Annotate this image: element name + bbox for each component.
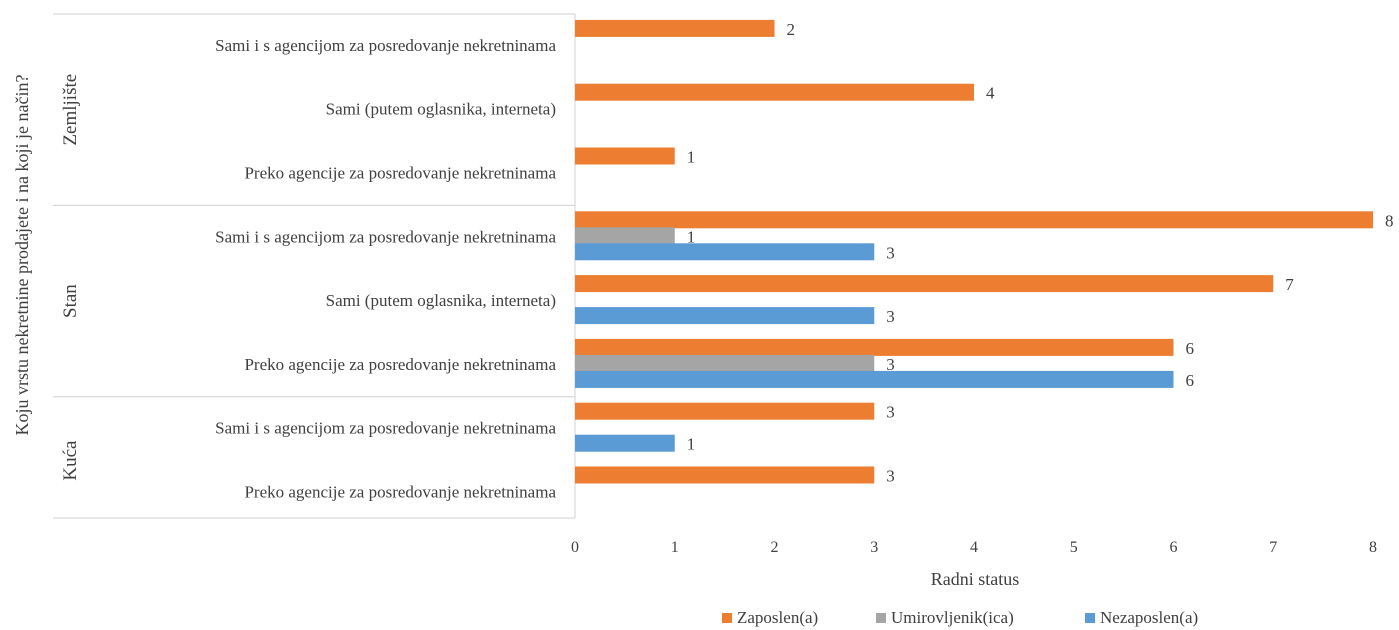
bar <box>575 307 875 325</box>
category-label: Preko agencije za posredovanje nekretnin… <box>244 483 556 502</box>
legend-swatch <box>722 613 732 623</box>
category-label: Preko agencije za posredovanje nekretnin… <box>244 355 556 374</box>
legend-item: Zaposlen(a) <box>722 608 818 627</box>
legend-item: Nezaposlen(a) <box>1085 608 1198 627</box>
bar <box>575 370 1174 388</box>
data-label: 3 <box>886 307 895 326</box>
bar <box>575 19 775 37</box>
bar <box>575 338 1174 356</box>
bar <box>575 275 1274 293</box>
legend-label: Umirovljenik(ica) <box>891 608 1014 627</box>
y-axis-title: Koju vrstu nekretnine prodajete i na koj… <box>12 75 32 436</box>
legend-label: Nezaposlen(a) <box>1100 608 1198 627</box>
data-label: 3 <box>886 355 895 374</box>
bar <box>575 434 675 452</box>
bar <box>575 354 875 372</box>
x-tick-label: 3 <box>870 539 878 556</box>
category-label: Sami (putem oglasnika, interneta) <box>326 100 556 119</box>
category-labels: Sami i s agencijom za posredovanje nekre… <box>215 36 556 502</box>
data-label: 4 <box>986 84 995 103</box>
data-label: 6 <box>1186 371 1195 390</box>
group-labels: Zemljište Stan Kuća <box>60 74 81 481</box>
category-frame <box>53 13 576 519</box>
bars <box>575 19 1373 484</box>
bar <box>575 211 1373 229</box>
bar <box>575 402 875 420</box>
category-label: Preko agencije za posredovanje nekretnin… <box>244 164 556 183</box>
bar <box>575 227 675 245</box>
legend: Zaposlen(a) Umirovljenik(ica) Nezaposlen(a… <box>722 608 1198 627</box>
data-label: 1 <box>687 435 696 454</box>
legend-item: Umirovljenik(ica) <box>876 608 1014 627</box>
x-tick-label: 6 <box>1170 539 1178 556</box>
x-axis-ticks: 0 1 2 3 4 5 6 7 8 <box>571 539 1377 556</box>
legend-swatch <box>876 613 886 623</box>
data-label: 7 <box>1285 275 1294 294</box>
category-label: Sami i s agencijom za posredovanje nekre… <box>215 419 556 438</box>
data-label: 3 <box>886 403 895 422</box>
x-tick-label: 1 <box>671 539 679 556</box>
x-tick-label: 4 <box>970 539 978 556</box>
data-label: 3 <box>886 243 895 262</box>
bar <box>575 466 875 484</box>
data-label: 6 <box>1186 339 1195 358</box>
data-label: 3 <box>886 467 895 486</box>
group-label: Zemljište <box>60 74 81 146</box>
category-label: Sami i s agencijom za posredovanje nekre… <box>215 227 556 246</box>
data-labels: 2 4 1 8 1 3 7 3 6 3 6 3 1 3 <box>687 20 1394 486</box>
legend-label: Zaposlen(a) <box>737 608 818 627</box>
x-tick-label: 0 <box>571 539 579 556</box>
data-label: 8 <box>1385 211 1394 230</box>
bar <box>575 243 875 261</box>
category-label: Sami (putem oglasnika, interneta) <box>326 291 556 310</box>
x-tick-label: 5 <box>1070 539 1078 556</box>
data-label: 1 <box>687 148 696 167</box>
legend-swatch <box>1085 613 1095 623</box>
data-label: 2 <box>787 20 796 39</box>
group-label: Kuća <box>60 440 81 481</box>
x-tick-label: 7 <box>1269 539 1277 556</box>
x-tick-label: 2 <box>771 539 779 556</box>
bar <box>575 147 675 165</box>
data-label: 1 <box>687 227 696 246</box>
bar <box>575 83 974 101</box>
x-axis-title: Radni status <box>931 569 1020 589</box>
category-label: Sami i s agencijom za posredovanje nekre… <box>215 36 556 55</box>
x-tick-label: 8 <box>1369 539 1377 556</box>
group-label: Stan <box>60 284 81 318</box>
